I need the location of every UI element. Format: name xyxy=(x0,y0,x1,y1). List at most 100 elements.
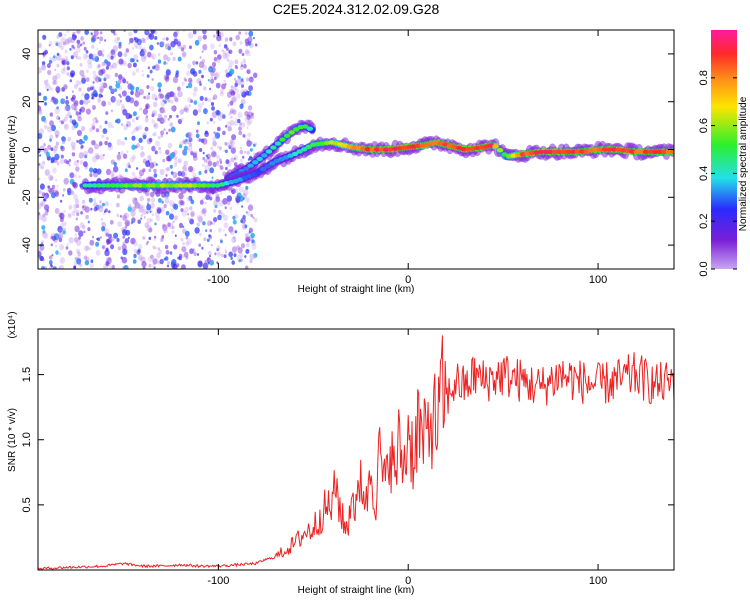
noise-speckle xyxy=(219,91,224,97)
noise-speckle xyxy=(116,36,120,41)
noise-speckle xyxy=(165,249,170,255)
noise-speckle xyxy=(44,120,47,124)
noise-speckle xyxy=(245,233,249,238)
noise-speckle xyxy=(124,238,129,244)
noise-speckle xyxy=(233,239,237,243)
noise-speckle xyxy=(154,63,160,69)
noise-speckle xyxy=(142,108,148,115)
noise-speckle xyxy=(58,228,63,234)
noise-speckle xyxy=(93,206,98,212)
noise-speckle xyxy=(202,34,207,40)
colorbar: 0.0 0.2 0.4 0.6 0.8 Normalized spectral ampl… xyxy=(698,30,749,277)
noise-speckle xyxy=(141,48,144,53)
noise-speckle xyxy=(141,73,145,77)
noise-speckle xyxy=(233,253,237,258)
noise-speckle xyxy=(149,162,155,169)
noise-speckle xyxy=(248,85,254,92)
noise-speckle xyxy=(253,217,258,223)
noise-speckle xyxy=(206,121,209,125)
noise-speckle xyxy=(148,263,152,268)
noise-speckle xyxy=(198,138,202,142)
noise-speckle xyxy=(59,158,64,165)
noise-speckle xyxy=(157,53,161,57)
noise-speckle xyxy=(99,236,102,239)
noise-speckle xyxy=(48,59,53,64)
noise-speckle xyxy=(88,100,91,103)
noise-speckle xyxy=(170,105,175,111)
noise-speckle xyxy=(250,141,253,145)
noise-speckle xyxy=(77,261,81,266)
ridge-core xyxy=(296,149,303,154)
noise-speckle xyxy=(69,47,72,51)
noise-speckle xyxy=(186,238,192,245)
noise-speckle xyxy=(199,64,202,68)
noise-speckle xyxy=(206,223,209,226)
noise-speckle xyxy=(49,56,53,61)
noise-speckle xyxy=(123,212,127,217)
noise-speckle xyxy=(109,264,114,269)
noise-speckle xyxy=(150,202,155,209)
noise-speckle xyxy=(148,33,155,40)
noise-speckle xyxy=(96,64,101,70)
noise-speckle xyxy=(110,170,115,176)
noise-speckle xyxy=(71,124,76,131)
noise-speckle xyxy=(60,154,64,159)
noise-speckle xyxy=(44,79,48,85)
noise-speckle xyxy=(73,208,77,213)
noise-speckle xyxy=(50,176,54,181)
noise-speckle xyxy=(71,44,75,49)
noise-speckle xyxy=(202,221,206,226)
noise-speckle xyxy=(97,97,101,103)
noise-speckle xyxy=(188,137,193,143)
noise-speckle xyxy=(70,97,75,102)
noise-speckle xyxy=(234,59,239,65)
noise-speckle xyxy=(209,221,213,225)
noise-speckle xyxy=(139,151,145,158)
noise-speckle xyxy=(225,124,228,128)
noise-speckle xyxy=(79,263,83,268)
noise-speckle xyxy=(240,61,243,65)
noise-speckle xyxy=(251,239,255,244)
noise-speckle xyxy=(122,78,127,84)
noise-speckle xyxy=(53,145,58,152)
noise-speckle xyxy=(38,250,42,258)
noise-speckle xyxy=(239,195,244,202)
noise-speckle xyxy=(244,233,250,240)
noise-speckle xyxy=(113,165,119,173)
noise-speckle xyxy=(249,78,253,83)
noise-speckle xyxy=(111,125,114,129)
noise-speckle xyxy=(142,168,146,173)
noise-speckle xyxy=(243,61,247,65)
noise-speckle xyxy=(124,168,128,173)
noise-speckle xyxy=(167,260,171,265)
noise-speckle xyxy=(99,125,102,129)
colorbar-tick-label: 0.0 xyxy=(698,261,710,276)
noise-speckle xyxy=(242,197,245,200)
spectrogram-ridge-layer xyxy=(81,119,674,195)
noise-speckle xyxy=(243,189,249,196)
noise-speckle xyxy=(69,172,75,179)
noise-speckle xyxy=(232,215,236,220)
ridge-core xyxy=(547,149,554,155)
noise-speckle xyxy=(94,152,100,160)
noise-speckle xyxy=(187,217,191,222)
ridge-core xyxy=(205,183,212,188)
noise-speckle xyxy=(152,65,156,70)
noise-speckle xyxy=(75,111,80,116)
noise-speckle xyxy=(239,149,244,155)
noise-speckle xyxy=(229,37,233,42)
noise-speckle xyxy=(124,225,128,229)
noise-speckle xyxy=(164,256,169,261)
noise-speckle xyxy=(187,212,190,216)
noise-speckle xyxy=(217,114,223,121)
colorbar-tick-label: 0.6 xyxy=(698,118,710,133)
noise-speckle xyxy=(100,217,104,222)
noise-speckle xyxy=(158,88,162,93)
ridge-core xyxy=(127,183,135,188)
noise-speckle xyxy=(216,30,220,35)
snr-series-layer xyxy=(38,335,674,570)
noise-speckle xyxy=(83,135,88,141)
noise-speckle xyxy=(54,107,60,115)
noise-speckle xyxy=(177,170,182,177)
noise-speckle xyxy=(54,207,60,214)
